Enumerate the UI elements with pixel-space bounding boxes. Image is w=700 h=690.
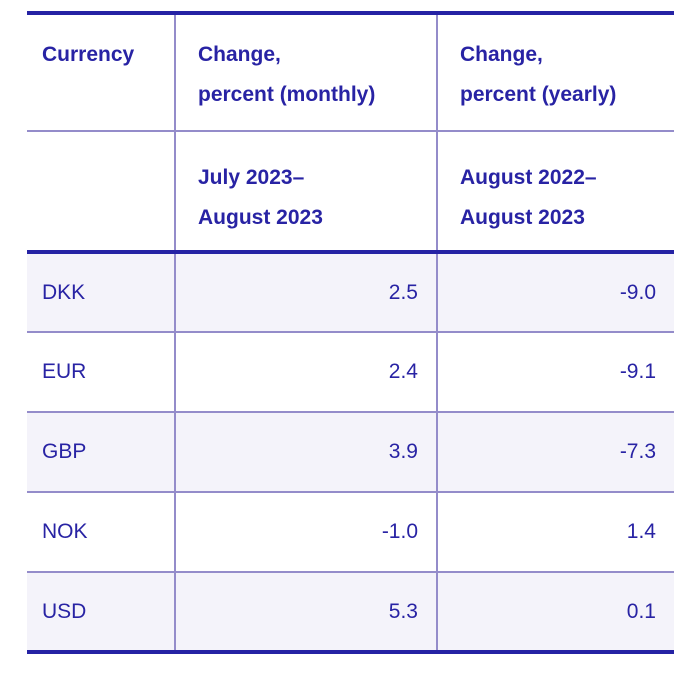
subheader-row: July 2023– August 2023 August 2022– Augu… (27, 131, 674, 254)
cell-currency-nok: NOK (27, 492, 175, 573)
table-row-gbp: GBP 3.9 -7.3 (27, 412, 674, 493)
table-row-dkk: DKK 2.5 -9.0 (27, 252, 674, 333)
subheader-monthly-period: July 2023– August 2023 (174, 131, 437, 254)
subheader-yearly-period: August 2022– August 2023 (436, 131, 674, 254)
cell-currency-eur: EUR (27, 332, 175, 413)
cell-yearly-gbp: -7.3 (436, 412, 674, 493)
currency-change-table: Currency Change, percent (monthly) Chang… (27, 11, 674, 654)
subheader-empty (27, 131, 175, 254)
cell-currency-dkk: DKK (27, 252, 175, 333)
table-header: Currency Change, percent (monthly) Chang… (27, 11, 674, 254)
cell-currency-gbp: GBP (27, 412, 175, 493)
cell-monthly-gbp: 3.9 (174, 412, 437, 493)
cell-currency-usd: USD (27, 572, 175, 654)
cell-monthly-eur: 2.4 (174, 332, 437, 413)
cell-monthly-usd: 5.3 (174, 572, 437, 654)
table-row-eur: EUR 2.4 -9.1 (27, 332, 674, 413)
table-row-usd: USD 5.3 0.1 (27, 572, 674, 654)
cell-monthly-dkk: 2.5 (174, 252, 437, 333)
table-body: DKK 2.5 -9.0 EUR 2.4 -9.1 GBP 3.9 -7.3 N… (27, 252, 674, 654)
column-header-monthly-change: Change, percent (monthly) (174, 11, 437, 132)
column-header-currency: Currency (27, 11, 175, 132)
column-header-yearly-change: Change, percent (yearly) (436, 11, 674, 132)
cell-yearly-usd: 0.1 (436, 572, 674, 654)
cell-yearly-eur: -9.1 (436, 332, 674, 413)
cell-yearly-nok: 1.4 (436, 492, 674, 573)
cell-yearly-dkk: -9.0 (436, 252, 674, 333)
header-row: Currency Change, percent (monthly) Chang… (27, 11, 674, 132)
table-row-nok: NOK -1.0 1.4 (27, 492, 674, 573)
cell-monthly-nok: -1.0 (174, 492, 437, 573)
